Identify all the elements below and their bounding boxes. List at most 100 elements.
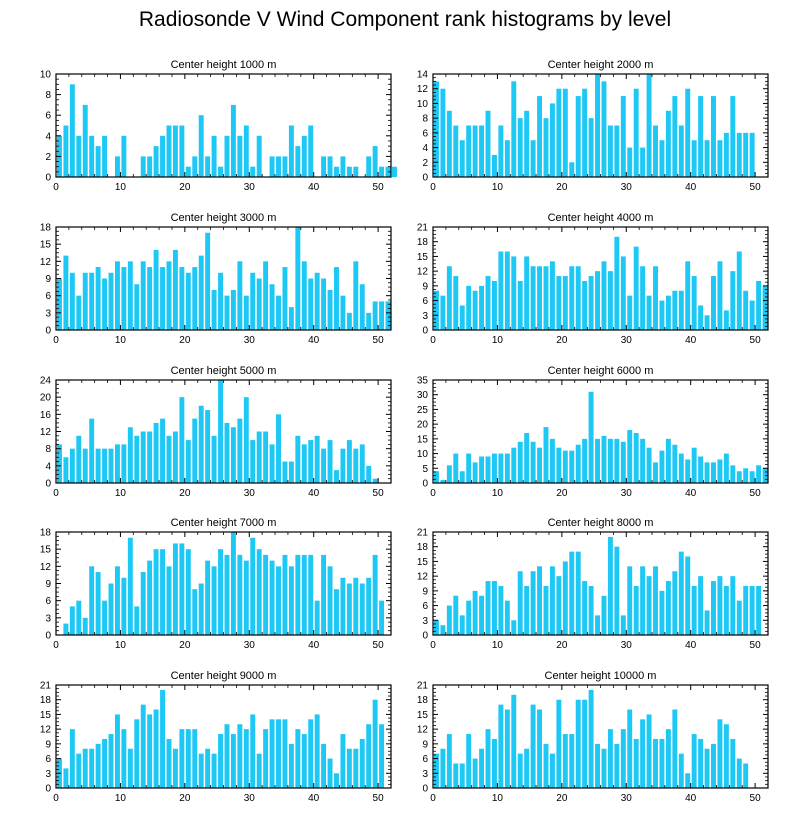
- x-tick-label: 40: [308, 335, 320, 346]
- bar: [308, 440, 314, 483]
- bar: [491, 581, 497, 635]
- y-tick-label: 10: [417, 449, 429, 460]
- bar: [250, 714, 256, 788]
- bar: [459, 471, 465, 483]
- bar: [140, 431, 146, 483]
- bar: [524, 585, 530, 635]
- x-tick-label: 0: [430, 488, 436, 499]
- bar: [192, 156, 198, 177]
- bar: [691, 585, 697, 635]
- bar: [276, 295, 281, 330]
- bar: [269, 284, 275, 330]
- bar: [659, 140, 665, 177]
- bar: [736, 758, 742, 788]
- y-tick-label: 8: [45, 444, 51, 455]
- bar: [517, 753, 523, 788]
- x-tick-label: 30: [621, 335, 633, 346]
- bar: [640, 147, 646, 177]
- y-tick-label: 18: [40, 223, 52, 234]
- x-tick-label: 30: [621, 488, 633, 499]
- bar: [147, 714, 153, 788]
- y-tick-label: 6: [422, 128, 428, 139]
- bar: [543, 743, 549, 788]
- bar: [179, 729, 185, 788]
- x-tick-label: 50: [750, 182, 762, 193]
- x-tick-label: 0: [53, 793, 59, 804]
- bar: [346, 583, 352, 635]
- bar: [321, 743, 327, 788]
- bar: [301, 444, 307, 484]
- bar: [102, 135, 108, 177]
- bar: [334, 166, 339, 177]
- bar: [524, 110, 530, 177]
- bar: [218, 380, 223, 483]
- chart-panel: Center height 7000 m 0 10 20 30 40 50 0 3 6 9 12 15 1…: [40, 517, 392, 651]
- bar: [218, 549, 223, 635]
- bar: [685, 773, 691, 788]
- bar: [491, 154, 497, 177]
- x-tick-label: 0: [53, 488, 59, 499]
- bar: [153, 249, 159, 330]
- bar: [172, 431, 178, 483]
- bar: [230, 289, 236, 330]
- bar: [530, 704, 536, 788]
- bar: [556, 447, 562, 483]
- bar: [691, 734, 697, 788]
- x-tick-label: 50: [750, 335, 762, 346]
- bar: [114, 156, 120, 177]
- bar: [607, 125, 613, 177]
- bar: [108, 583, 114, 635]
- bar: [237, 261, 243, 330]
- bar: [114, 261, 120, 330]
- bar: [646, 295, 652, 330]
- y-tick-label: 10: [40, 70, 52, 81]
- x-tick-label: 20: [179, 182, 191, 193]
- bar: [569, 450, 575, 483]
- bar: [640, 438, 646, 483]
- bar: [653, 266, 658, 330]
- bar: [282, 156, 288, 177]
- bar: [63, 125, 69, 177]
- bar: [205, 410, 211, 483]
- bar: [327, 289, 333, 330]
- y-tick-label: 9: [422, 281, 428, 292]
- bar: [479, 285, 485, 330]
- bar: [504, 251, 510, 330]
- bar: [366, 724, 372, 788]
- bar: [340, 577, 346, 635]
- bar: [517, 280, 523, 330]
- bar: [620, 256, 626, 330]
- bar: [653, 462, 658, 483]
- bar: [723, 453, 729, 483]
- y-tick-label: 6: [422, 296, 428, 307]
- y-tick-label: 35: [417, 376, 429, 387]
- bar: [446, 734, 452, 788]
- y-tick-label: 15: [40, 240, 52, 251]
- bar: [218, 272, 223, 330]
- bar: [243, 729, 249, 788]
- y-tick-label: 3: [45, 308, 51, 319]
- bar: [263, 261, 269, 330]
- bar: [82, 448, 88, 483]
- bar: [595, 438, 600, 483]
- bar: [340, 295, 346, 330]
- bar: [82, 272, 88, 330]
- bar: [575, 551, 581, 635]
- y-tick-label: 15: [417, 252, 429, 263]
- bar: [575, 96, 581, 177]
- bar: [491, 453, 497, 483]
- bar: [211, 435, 217, 483]
- chart-panel: Center height 2000 m 0 10 20 30 40 50 0 2 4 6 8 10 12…: [417, 59, 769, 193]
- bar: [276, 566, 281, 635]
- bar: [685, 88, 691, 177]
- x-tick-label: 10: [115, 182, 127, 193]
- bar: [334, 773, 339, 788]
- bar: [485, 276, 491, 330]
- bar: [672, 96, 678, 177]
- bar: [549, 566, 555, 635]
- bar: [192, 729, 198, 788]
- bar: [263, 729, 269, 788]
- bar: [659, 300, 665, 330]
- bar: [230, 532, 236, 635]
- bar: [340, 448, 346, 483]
